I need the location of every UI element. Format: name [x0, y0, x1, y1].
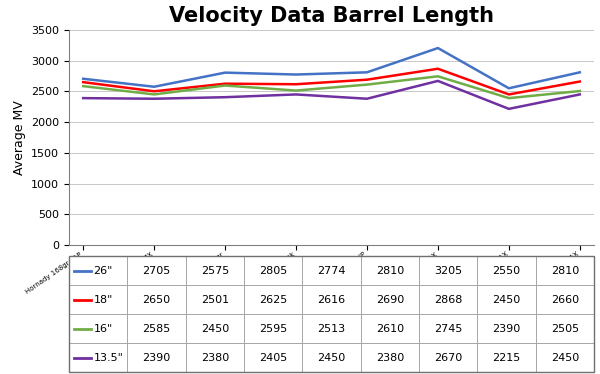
Text: 18": 18" — [94, 295, 113, 305]
Text: 2650: 2650 — [142, 295, 170, 305]
Text: 2390: 2390 — [493, 324, 521, 334]
Text: 2868: 2868 — [434, 295, 463, 305]
Text: 2774: 2774 — [317, 266, 346, 276]
Title: Velocity Data Barrel Length: Velocity Data Barrel Length — [169, 6, 494, 25]
Text: 2501: 2501 — [201, 295, 229, 305]
Text: 2450: 2450 — [201, 324, 229, 334]
Text: 13.5": 13.5" — [94, 353, 124, 363]
Text: 2616: 2616 — [317, 295, 346, 305]
Text: 2380: 2380 — [376, 353, 404, 363]
Text: 2575: 2575 — [201, 266, 229, 276]
Text: 2745: 2745 — [434, 324, 463, 334]
Text: 16": 16" — [94, 324, 113, 334]
Text: 2390: 2390 — [142, 353, 170, 363]
Text: 2380: 2380 — [201, 353, 229, 363]
Text: 2505: 2505 — [551, 324, 579, 334]
Text: 3205: 3205 — [434, 266, 462, 276]
Text: 2215: 2215 — [493, 353, 521, 363]
Text: 2810: 2810 — [376, 266, 404, 276]
Text: 2610: 2610 — [376, 324, 404, 334]
Text: 2585: 2585 — [142, 324, 170, 334]
Text: 2550: 2550 — [493, 266, 521, 276]
Text: 26": 26" — [94, 266, 113, 276]
Text: 2405: 2405 — [259, 353, 287, 363]
Y-axis label: Average MV: Average MV — [13, 100, 26, 175]
Text: 2625: 2625 — [259, 295, 287, 305]
Text: 2690: 2690 — [376, 295, 404, 305]
Text: 2670: 2670 — [434, 353, 462, 363]
Text: 2660: 2660 — [551, 295, 579, 305]
Text: 2595: 2595 — [259, 324, 287, 334]
Text: 2805: 2805 — [259, 266, 287, 276]
Text: 2450: 2450 — [493, 295, 521, 305]
Text: 2705: 2705 — [142, 266, 170, 276]
Text: 2450: 2450 — [317, 353, 346, 363]
Text: 2513: 2513 — [317, 324, 346, 334]
Text: 2810: 2810 — [551, 266, 579, 276]
Text: 2450: 2450 — [551, 353, 579, 363]
